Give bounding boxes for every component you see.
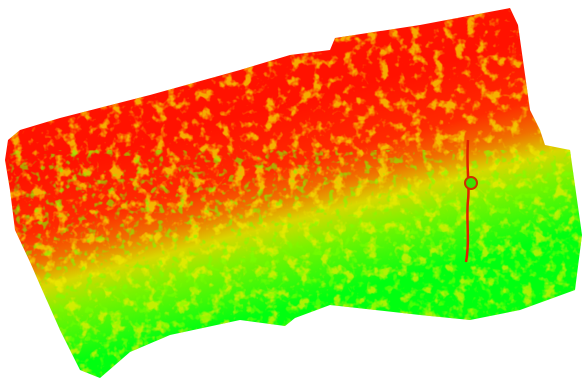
texture-green <box>5 150 582 378</box>
pond <box>464 176 478 190</box>
stream <box>464 139 470 263</box>
